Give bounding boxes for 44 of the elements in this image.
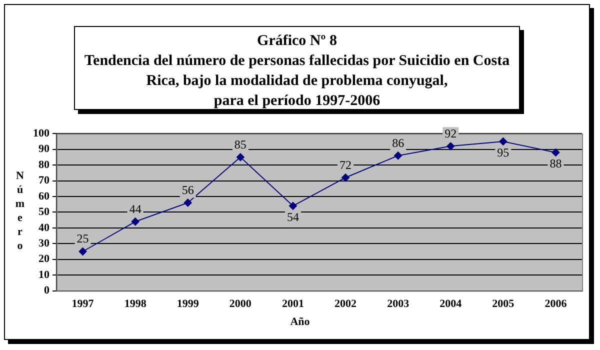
y-tick-label: 30 <box>38 237 50 250</box>
data-label: 85 <box>234 137 246 152</box>
data-label: 44 <box>129 202 142 216</box>
x-tick-label: 1998 <box>124 298 147 310</box>
data-label: 95 <box>497 146 510 160</box>
y-tick-label: 0 <box>44 284 50 297</box>
data-label: 72 <box>340 158 352 172</box>
data-label: 86 <box>392 136 404 150</box>
x-tick-label: 2003 <box>387 298 410 310</box>
point <box>78 248 87 256</box>
y-tick-label: 40 <box>38 222 50 234</box>
y-tick-label: 90 <box>38 143 50 156</box>
x-tick-label: 1997 <box>72 298 94 310</box>
y-tick-label: 50 <box>38 206 50 218</box>
y-tick-label: 80 <box>38 158 50 171</box>
x-tick-label: 2004 <box>440 298 462 310</box>
point <box>394 152 402 160</box>
point <box>552 148 560 156</box>
data-label: 56 <box>182 182 194 197</box>
data-label: 54 <box>286 210 299 224</box>
x-tick-label: 2002 <box>334 298 358 310</box>
x-tick-label: 1999 <box>176 298 200 310</box>
point <box>184 198 192 207</box>
y-tick-label: 20 <box>38 253 50 266</box>
point <box>236 153 244 162</box>
point <box>288 202 297 210</box>
data-label: 92 <box>444 126 457 140</box>
y-tick-label: 60 <box>38 190 50 202</box>
data-label: 25 <box>76 232 89 246</box>
point <box>131 218 140 226</box>
point <box>446 142 455 150</box>
x-tick-label: 2001 <box>282 298 304 310</box>
x-tick-label: 2005 <box>492 298 515 310</box>
y-tick-label: 100 <box>33 127 50 140</box>
y-tick-label: 70 <box>38 174 50 187</box>
point <box>342 174 350 182</box>
x-tick-label: 2006 <box>544 298 568 310</box>
x-tick-label: 2000 <box>229 298 252 310</box>
y-axis-title: Número <box>14 170 26 254</box>
x-axis-title: Año <box>289 316 311 328</box>
point <box>499 137 508 146</box>
data-label: 88 <box>550 156 562 171</box>
y-tick-label: 10 <box>38 268 50 281</box>
chart-title: Gráfico Nº 8 Tendencia del número de personas fallecidas por Suicidio en Costa Rica, bajo la modalidad de problema conyugal, para el período 1997-2006 <box>74 26 520 110</box>
